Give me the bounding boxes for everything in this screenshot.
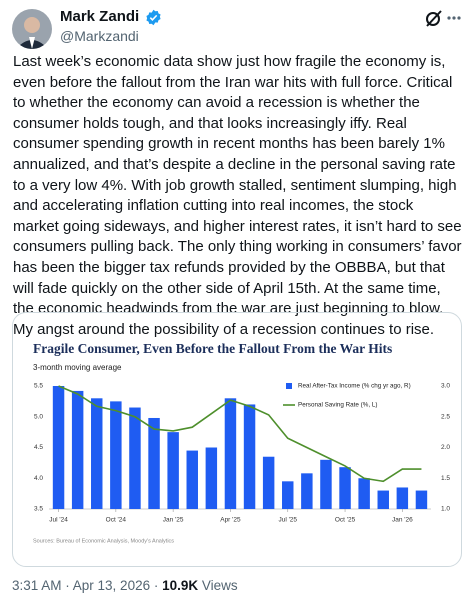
y-tick-label: 5.5 bbox=[34, 383, 43, 390]
x-tick-label: Jan '25 bbox=[163, 517, 184, 524]
bar bbox=[71, 390, 84, 509]
x-tick-label: Jul '25 bbox=[278, 517, 297, 524]
bar bbox=[358, 478, 370, 509]
legend-label: Real After-Tax Income (% chg yr ago, R) bbox=[298, 383, 411, 390]
bar bbox=[415, 490, 428, 509]
x-tick-label: Apr '25 bbox=[220, 517, 241, 524]
y-tick-label: 2.5 bbox=[441, 413, 450, 420]
y-tick-label: 4.5 bbox=[34, 444, 43, 451]
bar bbox=[224, 398, 237, 509]
bar bbox=[243, 404, 256, 509]
bar bbox=[129, 407, 141, 509]
avatar-image bbox=[12, 9, 52, 49]
tweet-text: Last week’s economic data show just how … bbox=[13, 53, 462, 338]
bar bbox=[377, 490, 389, 509]
legend-label: Personal Saving Rate (%, L) bbox=[298, 402, 377, 409]
bar bbox=[396, 487, 409, 509]
grok-icon[interactable] bbox=[424, 8, 444, 28]
avatar[interactable] bbox=[12, 9, 52, 49]
chart-source: Sources: Bureau of Economic Analysis, Mo… bbox=[33, 538, 174, 544]
chart-card[interactable]: Fragile Consumer, Even Before the Fallou… bbox=[12, 312, 462, 567]
x-tick-label: Oct '24 bbox=[106, 517, 127, 524]
bar bbox=[339, 467, 351, 509]
chart-subtitle: 3-month moving average bbox=[33, 363, 122, 372]
author-handle[interactable]: @Markzandi bbox=[60, 28, 139, 44]
x-tick-label: Jan '26 bbox=[392, 517, 413, 524]
tweet-footer: 3:31 AM · Apr 13, 2026 · 10.9K Views bbox=[12, 578, 238, 593]
bar bbox=[167, 432, 179, 509]
line bbox=[58, 385, 422, 483]
more-icon[interactable] bbox=[446, 10, 462, 26]
y-tick-label: 1.5 bbox=[441, 475, 450, 482]
bar bbox=[91, 398, 103, 509]
bar bbox=[110, 401, 122, 509]
bar bbox=[148, 417, 160, 509]
chart: Fragile Consumer, Even Before the Fallou… bbox=[33, 341, 450, 544]
y-tick-label: 3.0 bbox=[441, 383, 450, 390]
legend-swatch bbox=[286, 383, 292, 389]
y-tick-label: 4.0 bbox=[34, 475, 43, 482]
chart-title: Fragile Consumer, Even Before the Fallou… bbox=[33, 341, 392, 356]
x-tick-label: Jul '24 bbox=[49, 517, 68, 524]
timestamp[interactable]: 3:31 AM · Apr 13, 2026 · bbox=[12, 578, 159, 593]
views-label: Views bbox=[201, 578, 238, 593]
bar bbox=[186, 450, 198, 509]
author-name[interactable]: Mark Zandi bbox=[60, 8, 140, 25]
y-tick-label: 3.5 bbox=[34, 506, 43, 513]
bar bbox=[205, 447, 218, 509]
view-count: 10.9K bbox=[162, 578, 199, 593]
y-tick-label: 5.0 bbox=[34, 413, 43, 420]
y-tick-label: 1.0 bbox=[441, 506, 450, 513]
bar bbox=[301, 473, 313, 509]
bar bbox=[282, 481, 294, 509]
bar bbox=[262, 456, 275, 509]
verified-badge bbox=[146, 9, 161, 26]
y-tick-label: 2.0 bbox=[441, 444, 450, 451]
bar bbox=[320, 459, 332, 509]
bar bbox=[52, 386, 65, 509]
x-tick-label: Oct '25 bbox=[335, 517, 356, 524]
